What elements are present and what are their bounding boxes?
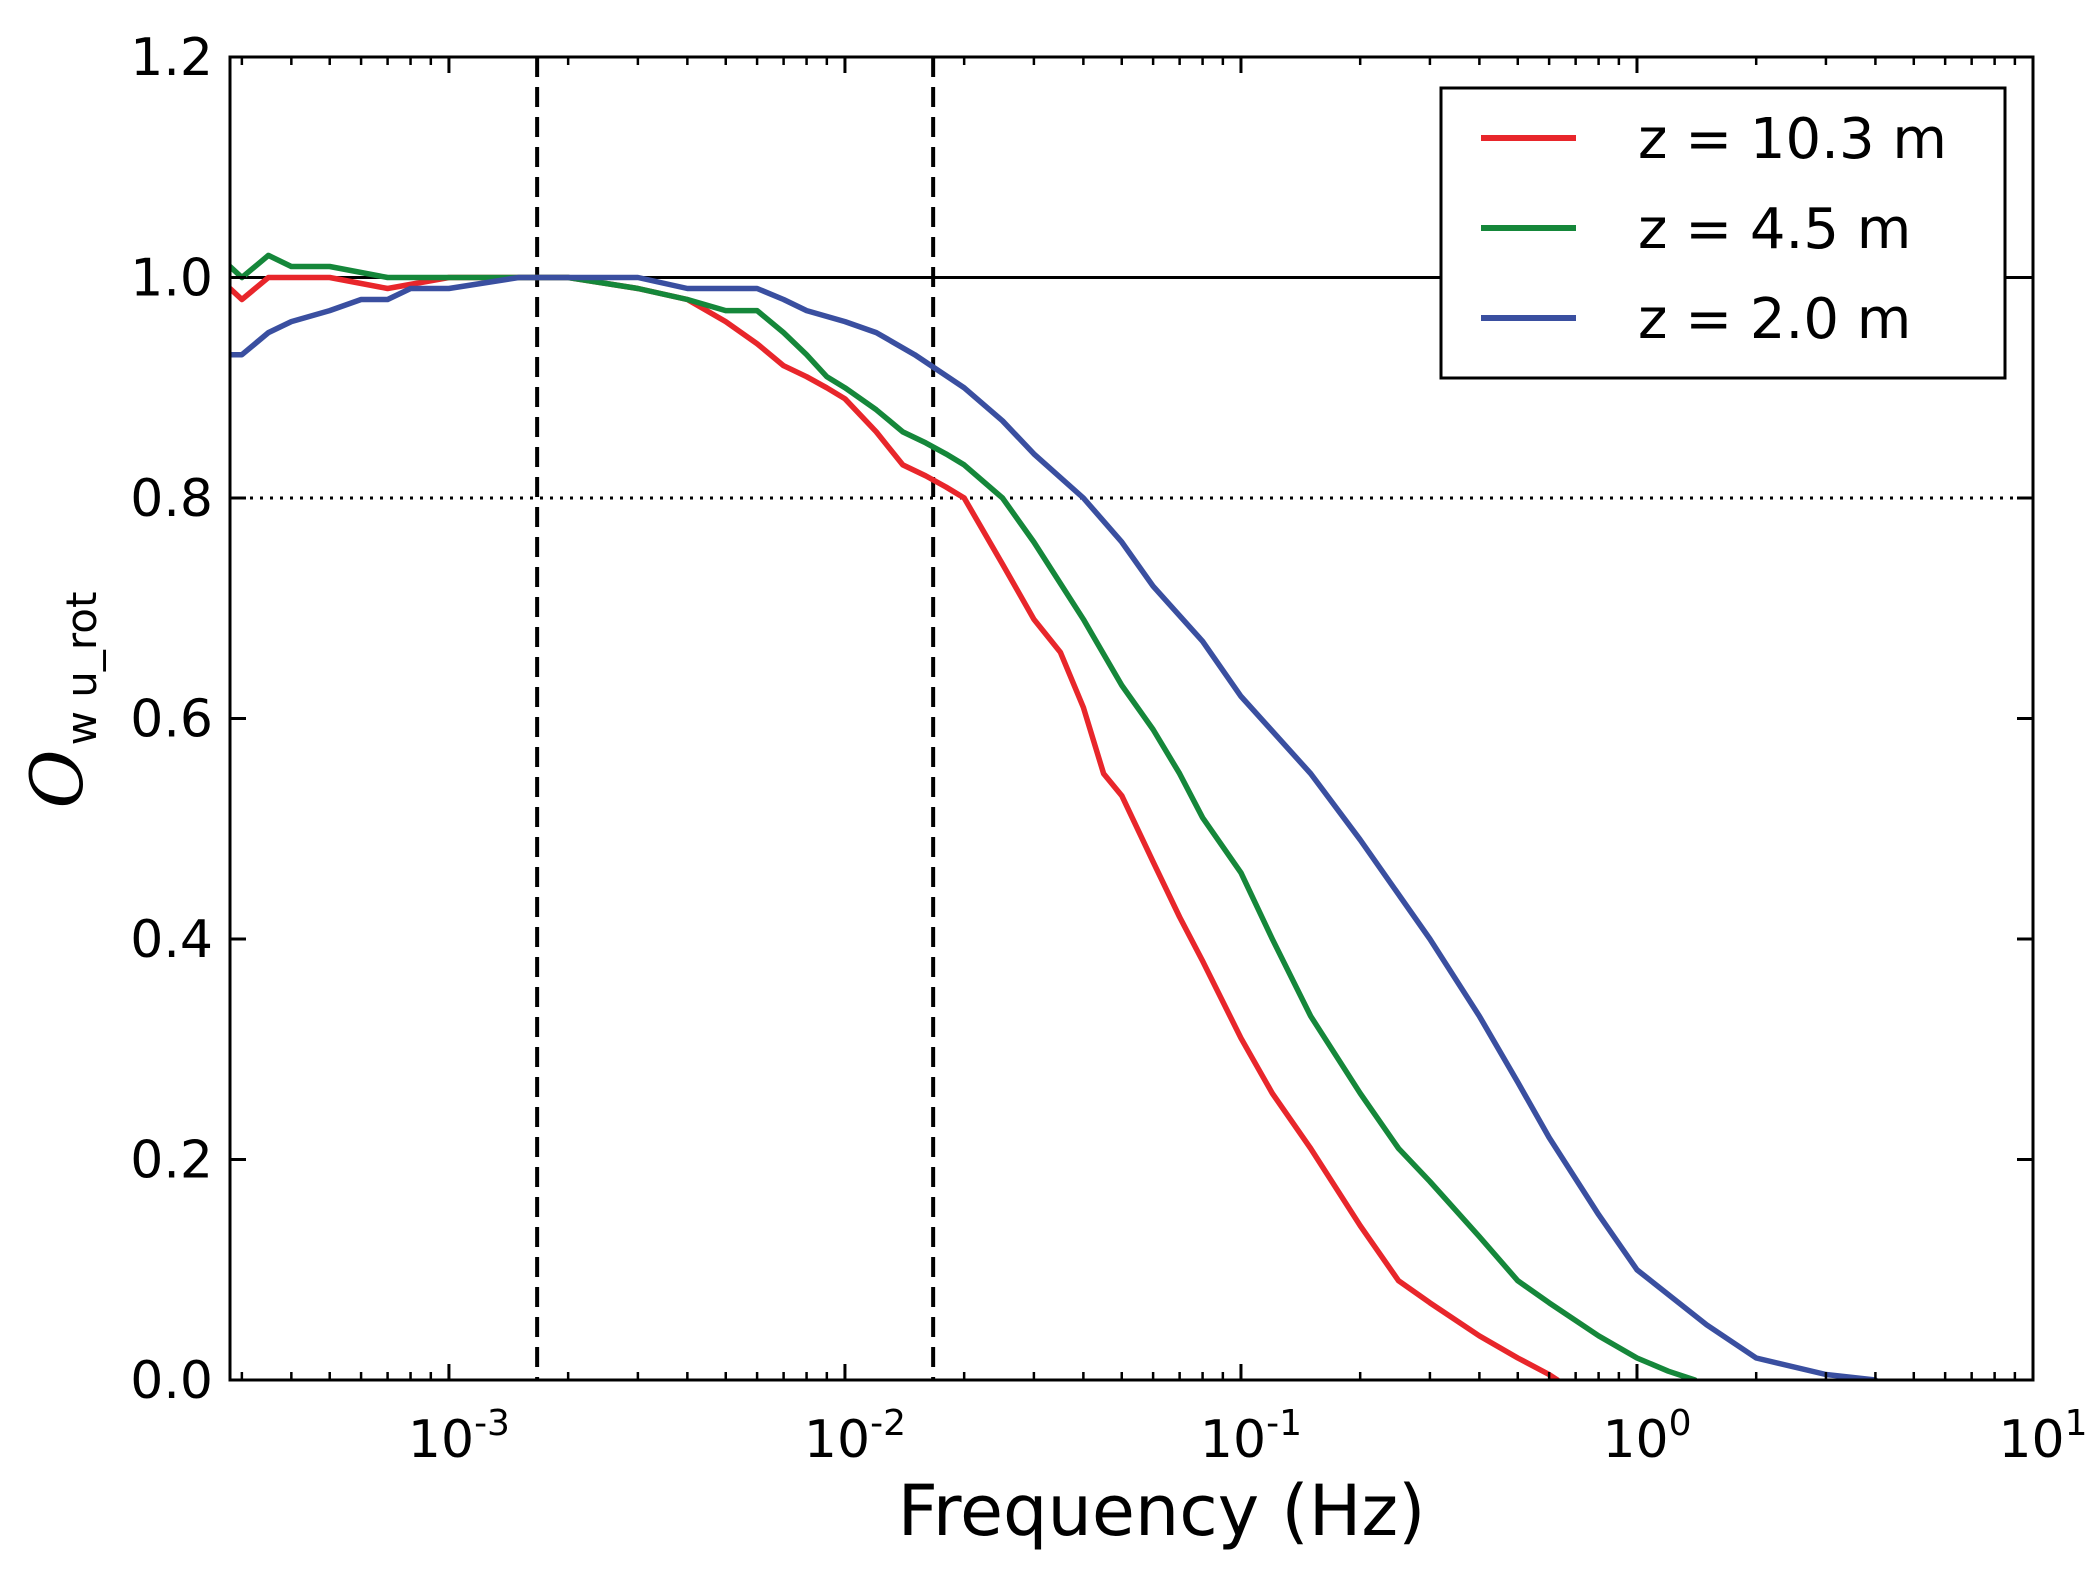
x-tick-exponent-4: 1 bbox=[2065, 1403, 2088, 1444]
y-tick-label-2: 0.4 bbox=[130, 910, 213, 970]
x-tick-base-2: 10 bbox=[1200, 1410, 1266, 1470]
x-tick-label-2: 10-1 bbox=[1200, 1403, 1302, 1470]
x-tick-base-0: 10 bbox=[408, 1410, 474, 1470]
series-line-0 bbox=[230, 274, 1561, 1380]
legend-label-1: z = 4.5 m bbox=[1638, 197, 1911, 262]
y-axis-label-subscript: w u_rot bbox=[57, 592, 106, 746]
x-tick-exponent-3: 0 bbox=[1669, 1403, 1692, 1444]
x-axis-label: Frequency (Hz) bbox=[898, 1470, 1426, 1552]
y-tick-label-3: 0.6 bbox=[130, 690, 213, 750]
legend-label-0: z = 10.3 m bbox=[1638, 107, 1947, 172]
x-tick-exponent-1: -2 bbox=[870, 1403, 906, 1444]
axes-layer: 0.00.20.40.60.81.01.210-3 10-2 10-1 100 101F… bbox=[15, 28, 2088, 1552]
x-tick-base-3: 10 bbox=[1602, 1410, 1668, 1470]
x-tick-exponent-0: -3 bbox=[474, 1403, 510, 1444]
x-tick-label-4: 101 bbox=[1998, 1403, 2087, 1470]
y-axis-label: Ow u_rot bbox=[15, 592, 106, 809]
x-tick-label-3: 100 bbox=[1602, 1403, 1691, 1470]
y-tick-label-4: 0.8 bbox=[130, 469, 213, 529]
x-tick-label-1: 10-2 bbox=[804, 1403, 906, 1470]
y-tick-label-1: 0.2 bbox=[130, 1131, 213, 1191]
series-line-2 bbox=[230, 274, 1879, 1380]
y-tick-label-0: 0.0 bbox=[130, 1351, 213, 1411]
legend-label-2: z = 2.0 m bbox=[1638, 287, 1911, 352]
x-tick-base-4: 10 bbox=[1998, 1410, 2064, 1470]
y-tick-label-5: 1.0 bbox=[130, 249, 213, 309]
x-tick-exponent-2: -1 bbox=[1266, 1403, 1302, 1444]
y-axis-label-main: O bbox=[15, 749, 99, 808]
series-line-1 bbox=[230, 252, 1698, 1380]
x-tick-base-1: 10 bbox=[804, 1410, 870, 1470]
y-tick-label-6: 1.2 bbox=[130, 28, 213, 88]
x-tick-label-0: 10-3 bbox=[408, 1403, 510, 1470]
legend: z = 10.3 m z = 4.5 m z = 2.0 m bbox=[1439, 86, 2007, 380]
lines-layer bbox=[230, 57, 2033, 1380]
